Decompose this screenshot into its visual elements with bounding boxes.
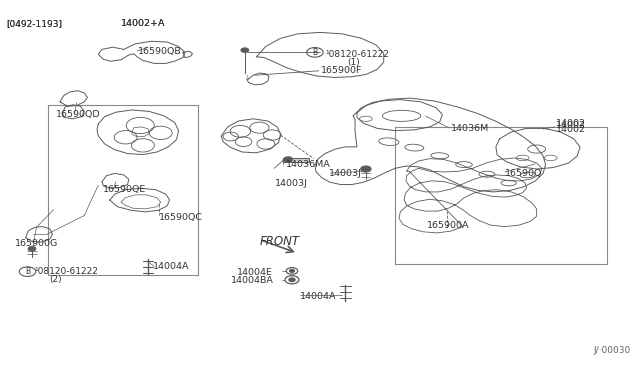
Text: 16590QE: 16590QE <box>103 185 147 194</box>
Circle shape <box>361 166 371 172</box>
Text: 16590QB: 16590QB <box>138 47 182 56</box>
Text: 14004A: 14004A <box>300 292 336 301</box>
Text: 14004BA: 14004BA <box>231 276 274 285</box>
Text: 14003J: 14003J <box>329 169 362 177</box>
Text: 14003J: 14003J <box>275 179 308 188</box>
Text: (1): (1) <box>348 58 360 67</box>
Text: 14002+A: 14002+A <box>121 19 166 28</box>
Text: ¹08120-61222: ¹08120-61222 <box>325 51 389 60</box>
Text: 14002+A: 14002+A <box>121 19 166 28</box>
Text: FRONT: FRONT <box>259 235 300 248</box>
Text: 165900F: 165900F <box>321 66 363 75</box>
Circle shape <box>289 269 294 272</box>
Text: 16590Q: 16590Q <box>505 169 542 177</box>
Text: 14002: 14002 <box>556 125 586 134</box>
Text: 14004A: 14004A <box>153 262 189 271</box>
Text: 16590QD: 16590QD <box>56 109 100 119</box>
Text: B: B <box>25 267 30 276</box>
Text: 14002: 14002 <box>556 119 586 128</box>
Text: 165900A: 165900A <box>427 221 470 230</box>
Text: 14036MA: 14036MA <box>285 160 330 169</box>
Text: 16590QC: 16590QC <box>159 213 204 222</box>
Text: [0492-1193]: [0492-1193] <box>6 19 63 28</box>
Circle shape <box>289 278 295 282</box>
Text: B: B <box>312 48 317 57</box>
Text: 165900G: 165900G <box>15 239 59 248</box>
Circle shape <box>241 48 248 52</box>
Text: 14002: 14002 <box>556 121 586 129</box>
Bar <box>283 158 308 161</box>
Text: [0492-1193]: [0492-1193] <box>6 19 63 28</box>
Circle shape <box>284 157 292 162</box>
Text: ¹08120-61222: ¹08120-61222 <box>35 267 99 276</box>
Circle shape <box>28 247 36 251</box>
Text: J/·00030: J/·00030 <box>594 346 631 355</box>
Text: 14004E: 14004E <box>237 267 273 276</box>
Text: 14036M: 14036M <box>451 124 490 132</box>
Text: (2): (2) <box>49 275 62 283</box>
